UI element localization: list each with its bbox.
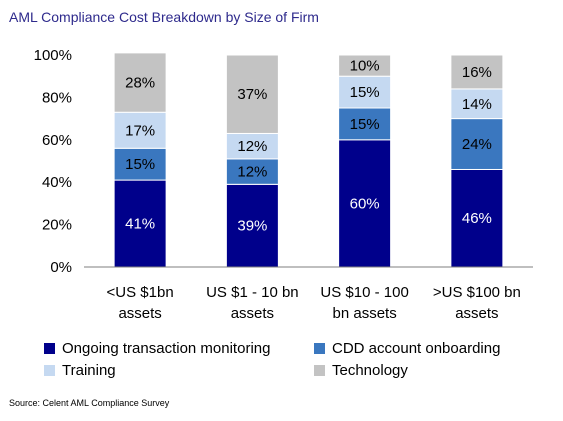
legend-swatch — [44, 365, 55, 376]
legend-item-training: Training — [44, 362, 116, 379]
data-label: 28% — [125, 75, 155, 92]
data-label: 24% — [462, 136, 492, 153]
data-label: 15% — [350, 116, 380, 133]
x-tick-label: assets — [455, 305, 498, 322]
bar-segment — [338, 54, 392, 77]
legend-swatch — [314, 365, 325, 376]
bar-segment — [225, 54, 279, 134]
data-label: 46% — [462, 210, 492, 227]
bar-segment — [225, 158, 279, 185]
bar-segment — [113, 52, 167, 113]
data-label: 17% — [125, 122, 155, 139]
x-tick-label: US $10 - 100 — [320, 284, 408, 301]
data-label: 12% — [237, 164, 267, 181]
bar-segment — [113, 147, 167, 181]
y-tick-label: 80% — [42, 89, 72, 106]
bar-segment — [450, 118, 504, 170]
x-tick-label: bn assets — [333, 305, 397, 322]
bar-segment — [113, 111, 167, 149]
legend-swatch — [314, 343, 325, 354]
data-label: 39% — [237, 218, 267, 235]
data-label: 14% — [462, 96, 492, 113]
bar-segment — [113, 179, 167, 268]
legend-label: CDD account onboarding — [332, 340, 501, 357]
source-note: Source: Celent AML Compliance Survey — [9, 398, 170, 408]
y-tick-label: 20% — [42, 217, 72, 234]
legend-label: Ongoing transaction monitoring — [62, 340, 271, 357]
bar-segment — [338, 139, 392, 268]
chart-title: AML Compliance Cost Breakdown by Size of… — [9, 9, 319, 25]
legend-label: Technology — [332, 362, 408, 379]
data-label: 15% — [350, 84, 380, 101]
data-label: 16% — [462, 64, 492, 81]
y-tick-label: 40% — [42, 174, 72, 191]
legend-label: Training — [62, 362, 116, 379]
data-label: 41% — [125, 216, 155, 233]
x-tick-label: >US $100 bn — [433, 284, 521, 301]
y-tick-label: 0% — [50, 259, 72, 276]
x-tick-label: assets — [231, 305, 274, 322]
data-label: 12% — [237, 138, 267, 155]
legend-item-technology: Technology — [314, 362, 408, 379]
bar-segment — [450, 54, 504, 90]
data-label: 15% — [125, 156, 155, 173]
legend-item-transaction-monitoring: Ongoing transaction monitoring — [44, 340, 270, 357]
legend-item-cdd-onboarding: CDD account onboarding — [314, 340, 500, 357]
data-label: 37% — [237, 86, 267, 103]
y-tick-label: 100% — [34, 47, 72, 64]
data-label: 60% — [350, 195, 380, 212]
x-tick-label: <US $1bn — [107, 284, 174, 301]
y-tick-label: 60% — [42, 132, 72, 149]
data-label: 10% — [350, 58, 380, 75]
legend-swatch — [44, 343, 55, 354]
x-tick-label: US $1 - 10 bn — [206, 284, 299, 301]
bar-segment — [225, 132, 279, 160]
bar-segment — [338, 75, 392, 109]
x-tick-label: assets — [118, 305, 161, 322]
